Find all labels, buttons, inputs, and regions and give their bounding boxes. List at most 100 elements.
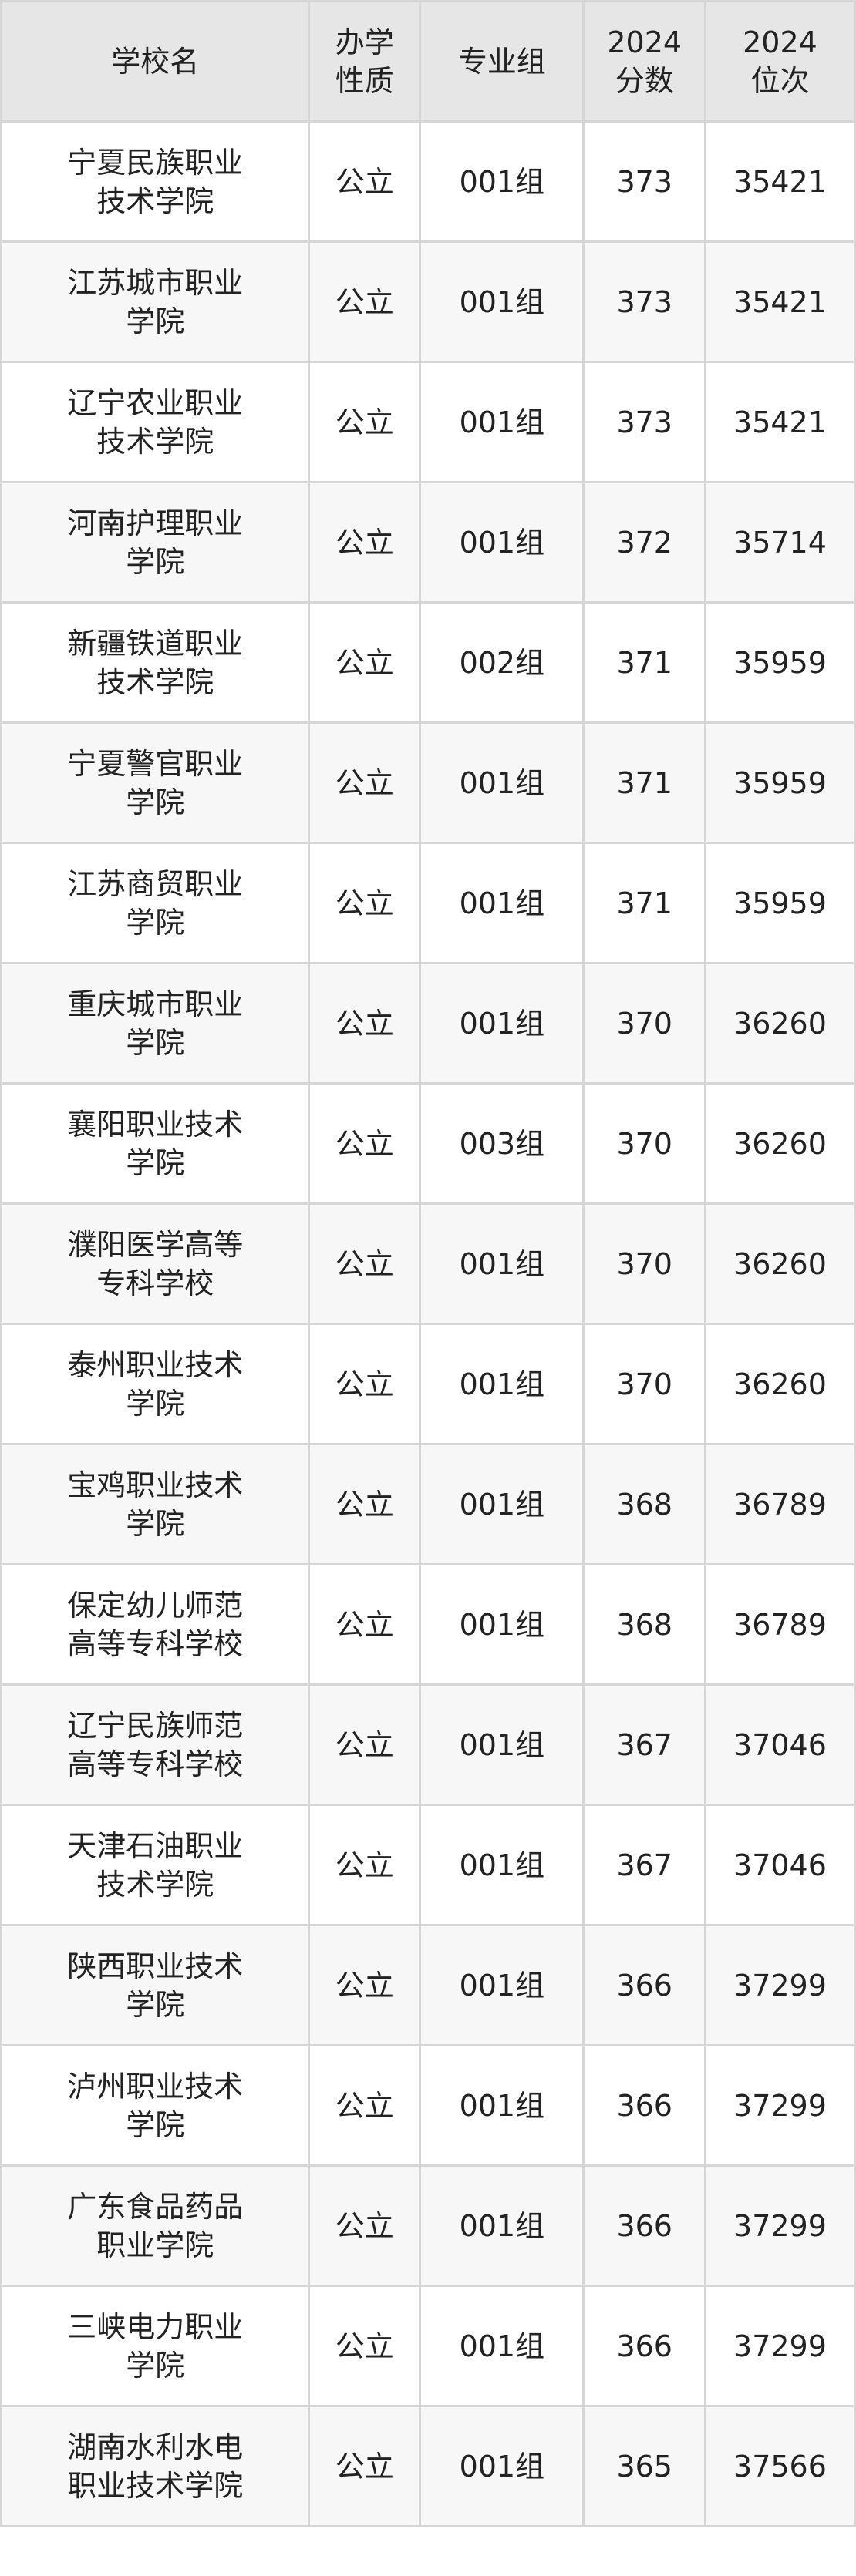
cell-score: 373 [582, 120, 706, 243]
cell-school-name: 天津石油职业 技术学院 [0, 1804, 311, 1926]
cell-school-name: 辽宁农业职业 技术学院 [0, 361, 311, 483]
school-name-line: 襄阳职业技术 [67, 1107, 244, 1142]
cell-rank: 37299 [703, 2044, 856, 2167]
cell-rank: 37046 [703, 1683, 856, 1806]
school-name-line: 专科学校 [96, 1266, 214, 1300]
cell-school-type: 公立 [308, 120, 422, 243]
cell-major-group: 001组 [419, 240, 585, 363]
cell-rank: 35421 [703, 361, 856, 483]
cell-rank: 36789 [703, 1563, 856, 1686]
school-name-line: 天津石油职业 [67, 1828, 244, 1863]
cell-score: 366 [582, 1924, 706, 2046]
table-row: 濮阳医学高等 专科学校 公立 001组 370 36260 [0, 1202, 856, 1325]
header-2024-rank: 2024 位次 [703, 0, 856, 123]
header-text: 分数 [615, 63, 674, 98]
cell-major-group: 003组 [419, 1082, 585, 1205]
cell-score: 371 [582, 842, 706, 964]
cell-score: 365 [582, 2405, 706, 2527]
school-name-line: 泰州职业技术 [67, 1347, 244, 1382]
cell-school-type: 公立 [308, 2044, 422, 2167]
table-row: 江苏城市职业 学院 公立 001组 373 35421 [0, 240, 856, 363]
school-name-line: 辽宁农业职业 [67, 385, 244, 420]
cell-major-group: 001组 [419, 481, 585, 604]
cell-school-name: 泰州职业技术 学院 [0, 1323, 311, 1445]
cell-school-name: 陕西职业技术 学院 [0, 1924, 311, 2046]
table-header-row: 学校名 办学 性质 专业组 2024 分数 2024 位次 [0, 0, 856, 123]
school-name-line: 宁夏警官职业 [67, 746, 244, 781]
cell-score: 373 [582, 361, 706, 483]
cell-school-name: 保定幼儿师范 高等专科学校 [0, 1563, 311, 1686]
cell-score: 367 [582, 1804, 706, 1926]
table-row: 宝鸡职业技术 学院 公立 001组 368 36789 [0, 1443, 856, 1565]
header-text: 专业组 [457, 44, 546, 79]
school-name-line: 技术学院 [96, 1867, 214, 1902]
cell-school-name: 重庆城市职业 学院 [0, 962, 311, 1085]
cell-major-group: 001组 [419, 1323, 585, 1445]
cell-school-type: 公立 [308, 1563, 422, 1686]
cell-school-type: 公立 [308, 721, 422, 844]
cell-rank: 36260 [703, 1202, 856, 1325]
cell-major-group: 001组 [419, 2044, 585, 2167]
cell-score: 372 [582, 481, 706, 604]
school-name-line: 学院 [126, 544, 185, 579]
cell-score: 373 [582, 240, 706, 363]
cell-school-type: 公立 [308, 2164, 422, 2287]
school-name-line: 江苏城市职业 [67, 265, 244, 300]
cell-school-type: 公立 [308, 1683, 422, 1806]
table-row: 辽宁农业职业 技术学院 公立 001组 373 35421 [0, 361, 856, 483]
cell-school-name: 三峡电力职业 学院 [0, 2285, 311, 2407]
cell-school-name: 宁夏民族职业 技术学院 [0, 120, 311, 243]
school-name-line: 江苏商贸职业 [67, 866, 244, 901]
cell-school-type: 公立 [308, 2405, 422, 2527]
cell-school-name: 泸州职业技术 学院 [0, 2044, 311, 2167]
school-name-line: 学院 [126, 1025, 185, 1060]
cell-school-name: 湖南水利水电 职业技术学院 [0, 2405, 311, 2527]
cell-school-type: 公立 [308, 601, 422, 724]
cell-score: 366 [582, 2044, 706, 2167]
table-row: 襄阳职业技术 学院 公立 003组 370 36260 [0, 1082, 856, 1205]
cell-school-type: 公立 [308, 2285, 422, 2407]
cell-score: 366 [582, 2164, 706, 2287]
school-name-line: 重庆城市职业 [67, 987, 244, 1021]
cell-school-name: 辽宁民族师范 高等专科学校 [0, 1683, 311, 1806]
table-row: 泸州职业技术 学院 公立 001组 366 37299 [0, 2044, 856, 2167]
table-row: 三峡电力职业 学院 公立 001组 366 37299 [0, 2285, 856, 2407]
cell-rank: 37299 [703, 1924, 856, 2046]
cell-rank: 35959 [703, 721, 856, 844]
table-row: 江苏商贸职业 学院 公立 001组 371 35959 [0, 842, 856, 964]
cell-school-name: 襄阳职业技术 学院 [0, 1082, 311, 1205]
cell-school-type: 公立 [308, 240, 422, 363]
table-row: 广东食品药品 职业学院 公立 001组 366 37299 [0, 2164, 856, 2287]
cell-rank: 35714 [703, 481, 856, 604]
table-row: 湖南水利水电 职业技术学院 公立 001组 365 37566 [0, 2405, 856, 2527]
school-name-line: 职业技术学院 [67, 2468, 244, 2503]
cell-school-type: 公立 [308, 1443, 422, 1565]
school-name-line: 保定幼儿师范 [67, 1588, 244, 1623]
cell-school-type: 公立 [308, 842, 422, 964]
cell-major-group: 001组 [419, 361, 585, 483]
cell-school-name: 江苏城市职业 学院 [0, 240, 311, 363]
cell-rank: 35959 [703, 601, 856, 724]
cell-school-type: 公立 [308, 962, 422, 1085]
cell-school-name: 河南护理职业 学院 [0, 481, 311, 604]
cell-major-group: 001组 [419, 842, 585, 964]
header-text: 学校名 [111, 44, 200, 79]
cell-rank: 37299 [703, 2285, 856, 2407]
cell-rank: 35421 [703, 240, 856, 363]
cell-school-name: 广东食品药品 职业学院 [0, 2164, 311, 2287]
cell-rank: 35421 [703, 120, 856, 243]
header-text: 性质 [335, 63, 394, 98]
header-school-name: 学校名 [0, 0, 311, 123]
header-text: 办学 [335, 25, 394, 59]
school-name-line: 学院 [126, 1987, 185, 2022]
table-row: 泰州职业技术 学院 公立 001组 370 36260 [0, 1323, 856, 1445]
school-name-line: 学院 [126, 2107, 185, 2142]
school-name-line: 职业学院 [96, 2228, 214, 2262]
table-row: 重庆城市职业 学院 公立 001组 370 36260 [0, 962, 856, 1085]
cell-score: 370 [582, 1202, 706, 1325]
cell-rank: 37046 [703, 1804, 856, 1926]
school-name-line: 高等专科学校 [67, 1747, 244, 1781]
school-name-line: 三峡电力职业 [67, 2309, 244, 2344]
cell-score: 367 [582, 1683, 706, 1806]
